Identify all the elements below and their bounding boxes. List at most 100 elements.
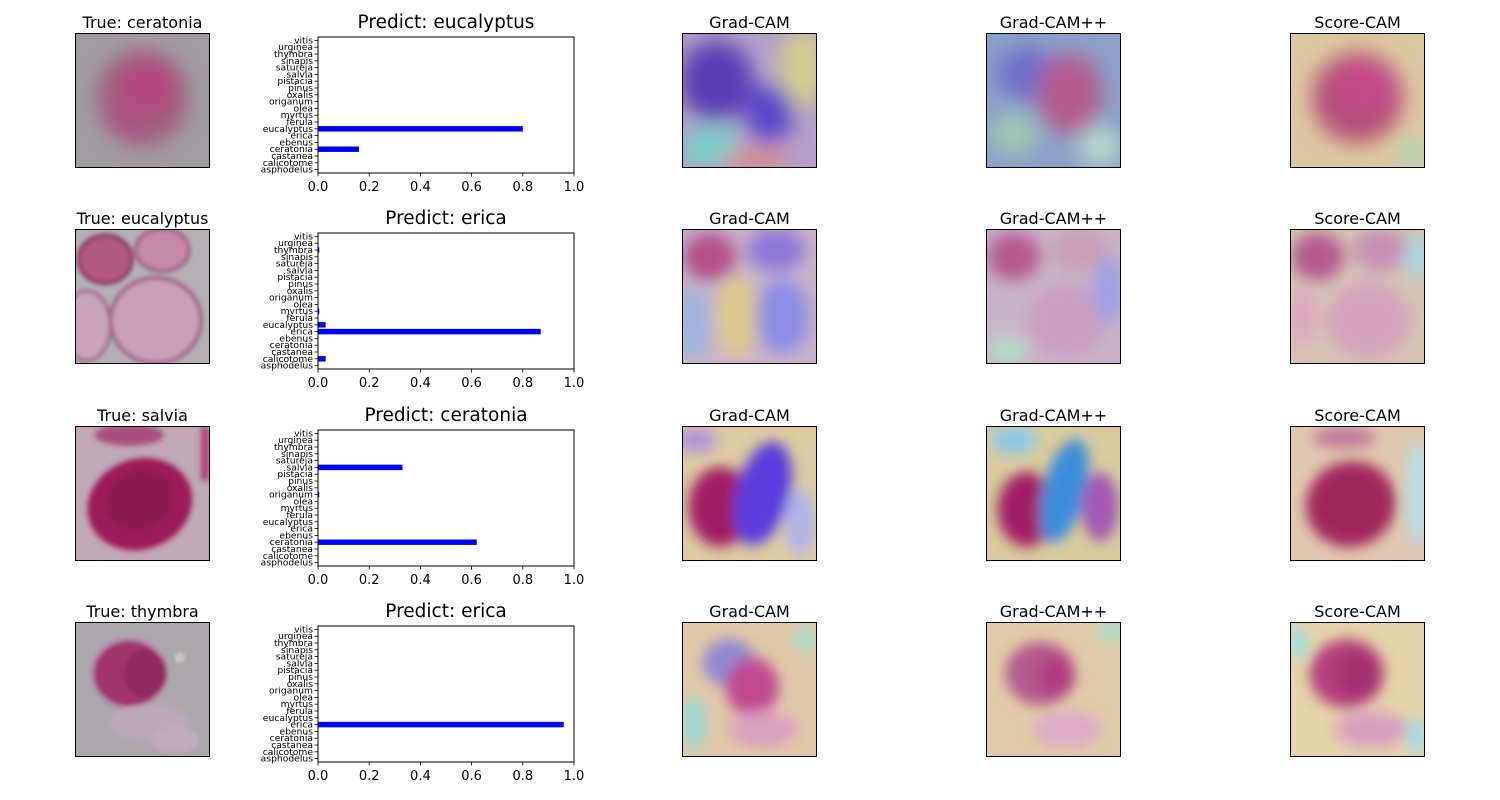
y-tick-label: erica <box>290 131 313 142</box>
y-tick-label: ferula <box>286 313 313 324</box>
y-tick-label: urginea <box>278 42 313 53</box>
x-tick-label: 0.6 <box>461 376 482 391</box>
y-tick-label: olea <box>294 299 313 310</box>
x-tick-label: 1.0 <box>564 376 585 391</box>
prediction-bar-chart: asphodelus calicotome castanea ceratonia ebe… <box>230 601 590 798</box>
y-tick-label: castanea <box>271 740 313 751</box>
x-tick-label: 1.0 <box>564 769 585 784</box>
gradcam-heatmap <box>682 229 817 364</box>
x-tick-label: 0.2 <box>359 180 380 195</box>
x-tick-label: 0.6 <box>461 769 482 784</box>
bar <box>318 328 541 335</box>
y-tick-label: pinus <box>288 476 313 487</box>
bar-chart-svg: asphodeluscalicotomecastaneaceratoniaebe… <box>261 428 585 588</box>
y-tick-label: salvia <box>286 69 313 80</box>
gradcam-heatmap <box>682 33 817 168</box>
y-tick-label: ebenus <box>279 333 313 344</box>
true-label-title: True: eucalyptus <box>76 209 209 228</box>
y-tick-label: ceratonia <box>270 144 313 155</box>
gradcampp-heatmap <box>986 622 1121 757</box>
x-tick-label: 0.0 <box>308 573 329 588</box>
x-tick-label: 0.4 <box>410 573 431 588</box>
y-tick-label: asphodelus <box>261 361 314 372</box>
y-tick-label: origanum <box>269 686 313 697</box>
bar <box>318 721 564 728</box>
y-tick-label: salvia <box>286 462 313 473</box>
x-tick-label: 0.2 <box>359 573 380 588</box>
y-tick-label: sinapis <box>281 252 313 263</box>
scorecam-title: Score-CAM <box>1314 209 1401 228</box>
y-tick-label: asphodelus <box>261 558 314 569</box>
y-tick-label: asphodelus <box>261 754 314 765</box>
y-tick-label: salvia <box>286 265 313 276</box>
predict-title: Predict: erica <box>385 208 507 229</box>
y-tick-label: satureja <box>276 63 313 74</box>
y-tick-label: pinus <box>288 279 313 290</box>
y-tick-label: oxalis <box>287 679 314 690</box>
y-tick-label: pistacia <box>277 469 313 480</box>
bar <box>318 539 477 545</box>
y-tick-label: sinapis <box>281 645 313 656</box>
x-tick-label: 1.0 <box>564 573 585 588</box>
y-tick-label: vitis <box>294 231 313 242</box>
figure-row-2: True: eucalyptus Predict: erica asphodel… <box>0 208 1500 405</box>
bar-chart-svg: asphodeluscalicotomecastaneaceratoniaebe… <box>261 231 585 391</box>
x-tick-label: 0.8 <box>512 573 533 588</box>
gradcam-title: Grad-CAM <box>709 602 790 621</box>
true-label-title: True: thymbra <box>86 602 199 621</box>
gradcampp-title: Grad-CAM++ <box>999 13 1108 32</box>
scorecam-heatmap <box>1290 426 1425 561</box>
y-tick-label: thymbra <box>274 638 313 649</box>
y-tick-label: vitis <box>294 35 313 46</box>
pollen-image <box>75 426 210 561</box>
bar <box>318 356 326 362</box>
x-tick-label: 0.6 <box>461 180 482 195</box>
y-tick-label: ferula <box>286 117 313 128</box>
bar-chart-svg: asphodeluscalicotomecastaneaceratoniaebe… <box>261 624 585 784</box>
y-tick-label: pistacia <box>277 272 313 283</box>
y-tick-label: ebenus <box>279 137 313 148</box>
y-tick-label: eucalyptus <box>263 713 313 724</box>
gradcam-heatmap <box>682 426 817 561</box>
y-tick-label: olea <box>294 496 313 507</box>
x-tick-label: 0.8 <box>512 376 533 391</box>
bar <box>318 322 326 328</box>
y-tick-label: ebenus <box>279 530 313 541</box>
predict-title: Predict: eucalyptus <box>357 12 535 33</box>
scorecam-title: Score-CAM <box>1314 406 1401 425</box>
pollen-image <box>75 229 210 364</box>
y-tick-label: origanum <box>269 490 313 501</box>
y-tick-label: asphodelus <box>261 165 314 176</box>
prediction-bar-chart: asphodelus calicotome castanea ceratonia ebe… <box>230 208 590 405</box>
y-tick-label: ferula <box>286 510 313 521</box>
y-tick-label: satureja <box>276 652 313 663</box>
bar <box>318 308 320 314</box>
figure-row-4: True: thymbra Predict: erica asphodelus c… <box>0 601 1500 798</box>
y-tick-label: erica <box>290 327 313 338</box>
pollen-image <box>75 622 210 757</box>
scorecam-title: Score-CAM <box>1314 602 1401 621</box>
bar <box>318 491 320 498</box>
y-tick-label: ebenus <box>279 726 313 737</box>
prediction-bar-chart: asphodelus calicotome castanea ceratonia ebe… <box>230 405 590 602</box>
y-tick-label: olea <box>294 692 313 703</box>
y-tick-label: origanum <box>269 293 313 304</box>
y-tick-label: urginea <box>278 631 313 642</box>
y-tick-label: olea <box>294 103 313 114</box>
scorecam-heatmap <box>1290 622 1425 757</box>
x-tick-label: 0.4 <box>410 769 431 784</box>
y-tick-label: oxalis <box>287 286 314 297</box>
x-tick-label: 0.2 <box>359 376 380 391</box>
figure-row-3: True: salvia Predict: ceratonia asphodel… <box>0 405 1500 602</box>
bar-chart-svg: asphodeluscalicotomecastaneaceratoniaebe… <box>261 35 585 195</box>
y-tick-label: erica <box>290 524 313 535</box>
gradcampp-title: Grad-CAM++ <box>999 602 1108 621</box>
y-tick-label: pistacia <box>277 665 313 676</box>
y-tick-label: sinapis <box>281 449 313 460</box>
gradcam-heatmap <box>682 622 817 757</box>
figure-row-1: True: ceratonia Predict: eucalyptus asph… <box>0 12 1500 209</box>
y-tick-label: castanea <box>271 347 313 358</box>
y-tick-label: pinus <box>288 672 313 683</box>
gradcampp-title: Grad-CAM++ <box>999 406 1108 425</box>
y-tick-label: vitis <box>294 428 313 439</box>
